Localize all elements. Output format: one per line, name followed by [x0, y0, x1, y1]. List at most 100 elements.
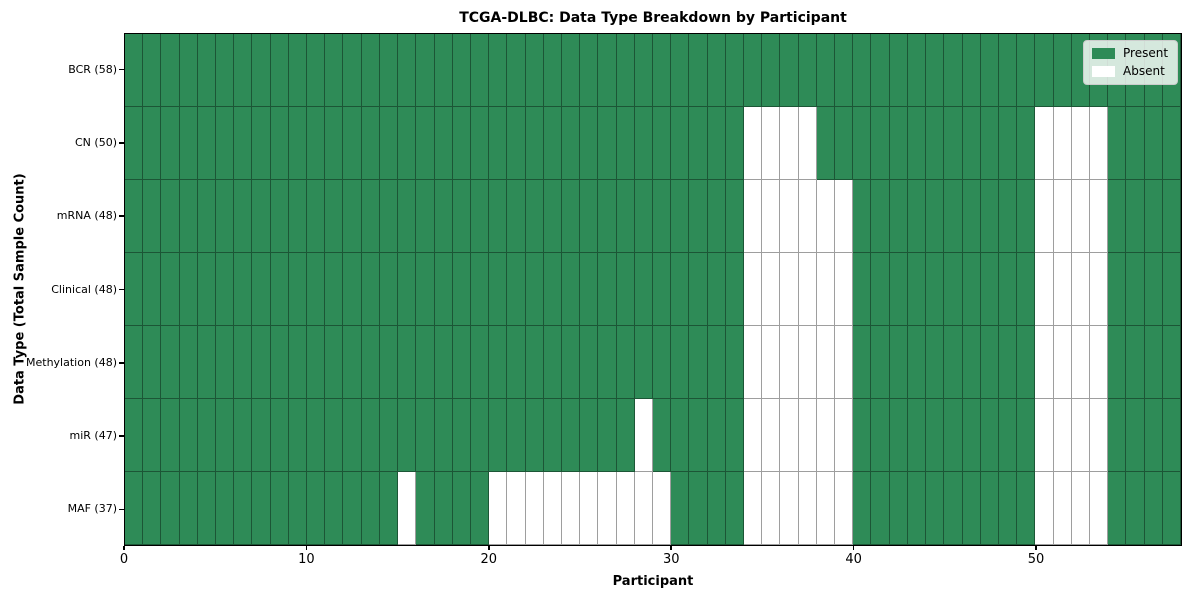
heatmap-cell [307, 34, 326, 107]
heatmap-cell [1162, 326, 1181, 399]
heatmap-cell [507, 34, 526, 107]
heatmap-cell [1053, 107, 1072, 180]
heatmap-cell [871, 253, 890, 326]
heatmap-cell [288, 107, 308, 180]
heatmap-cell [1035, 180, 1054, 253]
heatmap-cell [762, 472, 781, 545]
heatmap-cell [379, 107, 399, 180]
y-tick-label: MAF (37) [67, 502, 117, 516]
heatmap-cell [616, 326, 635, 399]
heatmap-cell [871, 472, 890, 545]
heatmap-cell [1144, 180, 1163, 253]
heatmap-cell [689, 253, 708, 326]
heatmap-cell [816, 472, 836, 545]
heatmap-cell [944, 399, 963, 472]
heatmap-cell [780, 399, 799, 472]
heatmap-cell [197, 34, 217, 107]
heatmap-cell [725, 180, 745, 253]
heatmap-cell [325, 253, 344, 326]
heatmap-cell [689, 34, 708, 107]
heatmap-cell [1053, 253, 1072, 326]
heatmap-cell [216, 326, 235, 399]
heatmap-cell [816, 180, 836, 253]
heatmap-cell [926, 326, 945, 399]
heatmap-cell [598, 107, 617, 180]
heatmap-cell [835, 180, 854, 253]
heatmap-cell [671, 472, 690, 545]
heatmap-cell [707, 107, 726, 180]
heatmap-cell [470, 107, 490, 180]
heatmap-cell [798, 34, 817, 107]
heatmap-cell [489, 326, 508, 399]
heatmap-cell [1126, 253, 1145, 326]
heatmap-cell [197, 472, 217, 545]
heatmap-cell [234, 107, 253, 180]
heatmap-cell [507, 180, 526, 253]
heatmap-cell [434, 34, 453, 107]
heatmap-cell [470, 472, 490, 545]
heatmap-cell [361, 399, 380, 472]
heatmap-cell [1108, 472, 1127, 545]
heatmap-cell [543, 107, 562, 180]
heatmap-cell [161, 180, 180, 253]
heatmap-cell [926, 34, 945, 107]
heatmap-cell [616, 399, 635, 472]
heatmap-cell [325, 326, 344, 399]
heatmap-cell [434, 253, 453, 326]
heatmap-cell [234, 472, 253, 545]
heatmap-cell [1108, 399, 1127, 472]
heatmap-cell [216, 34, 235, 107]
heatmap-cell [744, 399, 763, 472]
heatmap-cell [125, 34, 144, 107]
heatmap-cell [489, 472, 508, 545]
legend-label: Absent [1123, 64, 1165, 78]
heatmap-cell [798, 326, 817, 399]
heatmap-cell [744, 326, 763, 399]
heatmap-cell [398, 253, 417, 326]
heatmap-cell [907, 472, 927, 545]
x-tick-mark [1035, 546, 1037, 550]
heatmap-cell [398, 326, 417, 399]
heatmap-cell [762, 107, 781, 180]
heatmap-cell [325, 399, 344, 472]
heatmap-cell [798, 180, 817, 253]
heatmap-cell [980, 472, 999, 545]
heatmap-cell [125, 326, 144, 399]
heatmap-cell [634, 34, 653, 107]
heatmap-cell [744, 107, 763, 180]
heatmap-cell [216, 107, 235, 180]
heatmap-cell [835, 399, 854, 472]
heatmap-cell [489, 253, 508, 326]
heatmap-cell [980, 34, 999, 107]
heatmap-cell [1089, 107, 1109, 180]
heatmap-cell [962, 472, 981, 545]
heatmap-cell [179, 253, 198, 326]
heatmap-cell [325, 34, 344, 107]
heatmap-cell [598, 326, 617, 399]
heatmap-cell [434, 326, 453, 399]
heatmap-cell [434, 107, 453, 180]
heatmap-cell [798, 107, 817, 180]
heatmap-cell [853, 472, 872, 545]
heatmap-cell [252, 326, 271, 399]
heatmap-cell [853, 180, 872, 253]
heatmap-cell [561, 34, 581, 107]
legend-item: Present [1092, 47, 1169, 60]
heatmap-cell [1089, 326, 1109, 399]
heatmap-cell [707, 34, 726, 107]
heatmap-cell [652, 180, 672, 253]
heatmap-cell [1144, 107, 1163, 180]
heatmap-cell [470, 326, 490, 399]
heatmap-cell [288, 326, 308, 399]
heatmap-cell [561, 472, 581, 545]
heatmap-cell [907, 399, 927, 472]
heatmap-cell [179, 326, 198, 399]
y-tick-mark [119, 288, 124, 291]
heatmap-cell [1126, 326, 1145, 399]
heatmap-cell [270, 399, 289, 472]
heatmap-cell [580, 399, 599, 472]
heatmap-cell [143, 107, 162, 180]
heatmap-cell [543, 180, 562, 253]
heatmap-cell [634, 253, 653, 326]
heatmap-cell [580, 253, 599, 326]
